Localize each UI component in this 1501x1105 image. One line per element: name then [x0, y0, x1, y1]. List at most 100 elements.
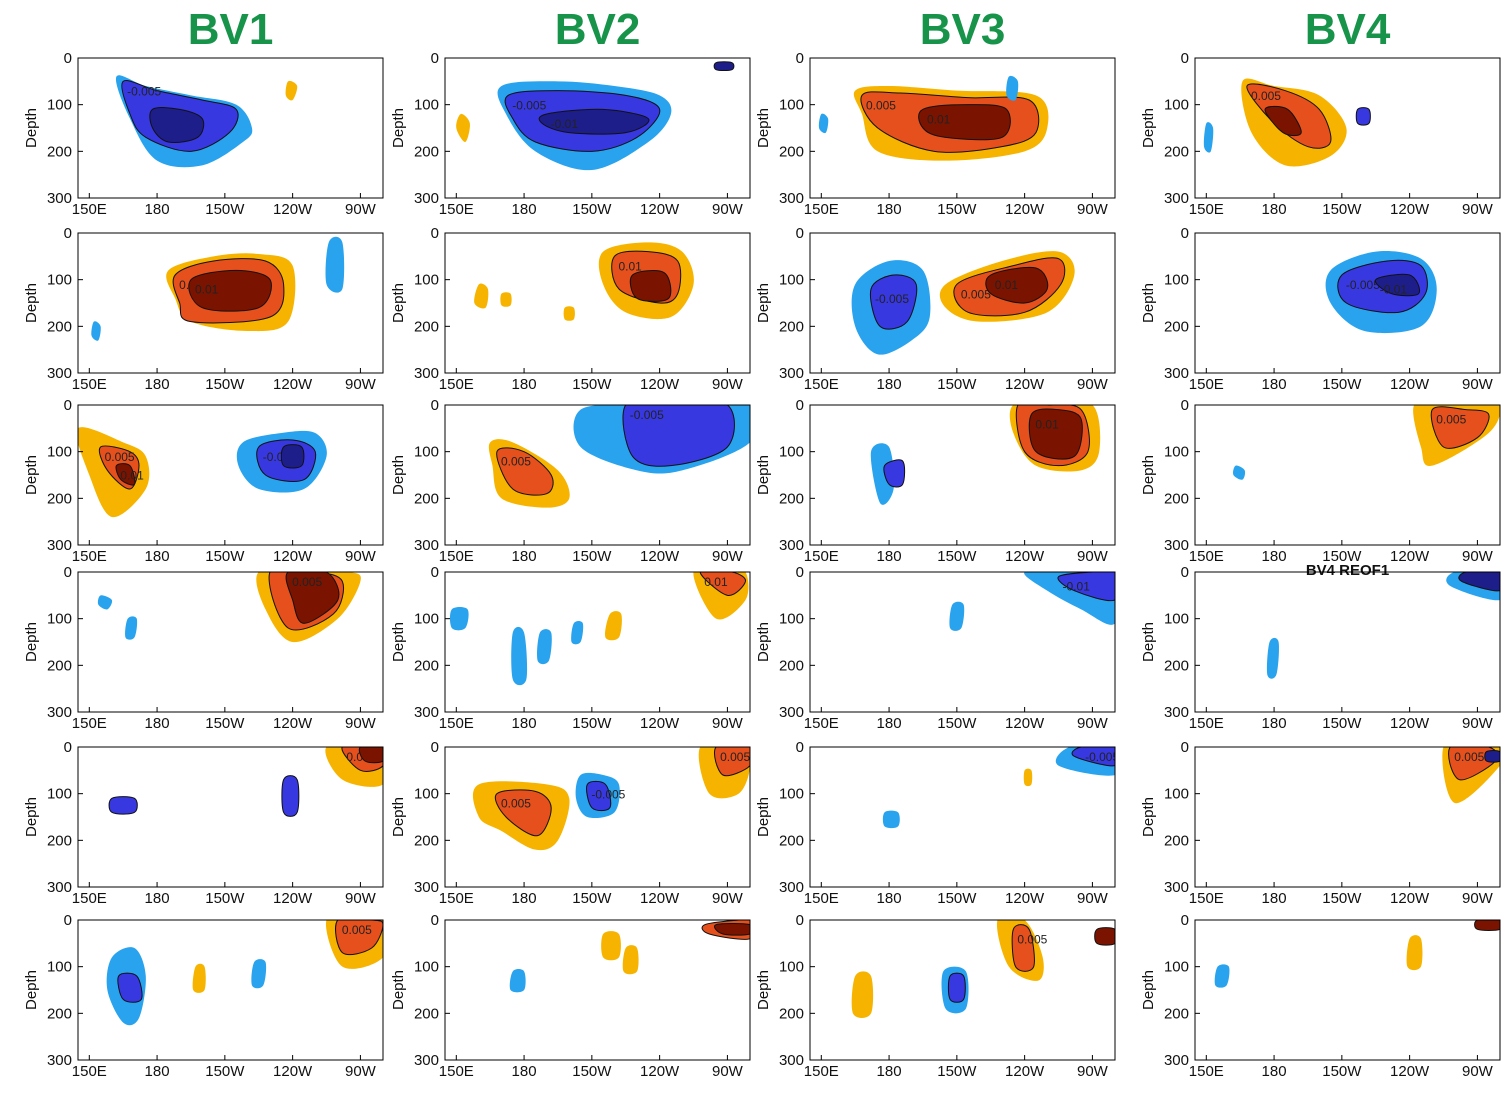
- y-tick-label: 0: [64, 564, 72, 581]
- y-tick-label: 200: [779, 657, 804, 674]
- y-tick-label: 300: [779, 365, 804, 382]
- x-tick-label: 120W: [273, 1063, 313, 1080]
- contour-region: [1264, 105, 1302, 137]
- panel: -0.01: [949, 572, 1115, 631]
- y-tick-label: 0: [64, 225, 72, 242]
- contour-region: [605, 611, 622, 641]
- x-tick-label: 180: [877, 715, 902, 732]
- x-tick-label: 150E: [72, 890, 107, 907]
- y-tick-label: 200: [779, 490, 804, 507]
- x-tick-label: 90W: [345, 376, 377, 393]
- contour-region: [1011, 924, 1035, 972]
- y-tick-label: 200: [1164, 832, 1189, 849]
- y-tick-label: 300: [414, 365, 439, 382]
- panel: -0.005-0.01: [1325, 251, 1437, 334]
- x-tick-label: 120W: [1390, 548, 1430, 565]
- contour-region: [949, 601, 965, 631]
- x-tick-label: 150W: [937, 1063, 977, 1080]
- y-tick-label: 100: [779, 786, 804, 803]
- y-tick-label: 100: [1164, 97, 1189, 114]
- contour-label: 0.01: [120, 469, 144, 483]
- y-tick-label: 0: [1181, 50, 1189, 67]
- x-tick-label: 180: [1262, 548, 1287, 565]
- contour-region: [882, 810, 900, 829]
- contour-region: [188, 269, 272, 312]
- y-tick-label: 300: [779, 879, 804, 896]
- y-tick-label: 300: [47, 1052, 72, 1069]
- x-tick-label: 150W: [572, 715, 612, 732]
- y-tick-label: 100: [47, 97, 72, 114]
- x-tick-label: 150W: [1322, 376, 1362, 393]
- y-tick-label: 200: [779, 832, 804, 849]
- plot-frame: [809, 919, 1116, 1061]
- x-tick-label: 150W: [205, 376, 245, 393]
- x-tick-label: 120W: [640, 890, 680, 907]
- column-title: BV4: [1305, 5, 1391, 54]
- y-tick-label: 300: [1164, 879, 1189, 896]
- contour-region: [1233, 465, 1246, 480]
- contour-region: [1355, 107, 1371, 126]
- panel: -0.005: [882, 747, 1115, 829]
- y-tick-label: 100: [414, 97, 439, 114]
- y-tick-label: 200: [414, 1005, 439, 1022]
- x-tick-label: 150E: [439, 201, 474, 218]
- contour-label: 0.005: [105, 450, 135, 464]
- plot-frame: [1194, 232, 1501, 374]
- x-tick-label: 90W: [712, 715, 744, 732]
- x-tick-label: 150E: [1189, 715, 1224, 732]
- y-tick-label: 0: [1181, 225, 1189, 242]
- y-tick-label: 200: [414, 657, 439, 674]
- x-tick-label: 180: [877, 201, 902, 218]
- panel: 0.005: [1203, 78, 1371, 167]
- contour-label: 0.005: [1251, 89, 1281, 103]
- y-tick-label: 200: [414, 832, 439, 849]
- x-tick-label: 120W: [1005, 201, 1045, 218]
- x-tick-label: 90W: [345, 715, 377, 732]
- x-tick-label: 120W: [273, 201, 313, 218]
- x-tick-label: 150E: [804, 201, 839, 218]
- y-tick-label: 200: [47, 1005, 72, 1022]
- x-tick-label: 150W: [937, 890, 977, 907]
- plot-frame: [77, 571, 384, 713]
- x-tick-label: 150E: [439, 715, 474, 732]
- x-tick-label: 150E: [72, 1063, 107, 1080]
- y-axis-label: Depth: [1140, 108, 1157, 148]
- contour-label: 0.005: [1436, 413, 1466, 427]
- y-tick-label: 100: [47, 611, 72, 628]
- plot-frame: [809, 746, 1116, 888]
- x-tick-label: 180: [145, 715, 170, 732]
- y-tick-label: 300: [779, 1052, 804, 1069]
- y-tick-label: 200: [779, 143, 804, 160]
- contour-region: [1023, 768, 1033, 787]
- panel: 0.005 -0.005 0.005: [472, 747, 750, 851]
- y-tick-label: 300: [1164, 190, 1189, 207]
- x-tick-label: 150E: [439, 890, 474, 907]
- contour-region: [108, 796, 138, 815]
- y-tick-label: 100: [47, 444, 72, 461]
- y-tick-label: 0: [431, 564, 439, 581]
- y-tick-label: 100: [414, 272, 439, 289]
- x-tick-label: 180: [1262, 1063, 1287, 1080]
- plot-frame: [444, 571, 751, 713]
- contour-region: [335, 920, 383, 956]
- contour-region: [358, 747, 383, 764]
- y-tick-label: 0: [431, 225, 439, 242]
- panel: -0.005 0.005 0.01: [851, 251, 1075, 355]
- x-tick-label: 150W: [1322, 201, 1362, 218]
- panel: [1214, 920, 1500, 988]
- y-tick-label: 300: [1164, 1052, 1189, 1069]
- x-tick-label: 180: [877, 376, 902, 393]
- y-tick-label: 300: [47, 365, 72, 382]
- x-tick-label: 90W: [1462, 890, 1494, 907]
- y-tick-label: 100: [47, 959, 72, 976]
- x-tick-label: 150W: [937, 376, 977, 393]
- plot-frame: [444, 57, 751, 199]
- x-tick-label: 120W: [273, 376, 313, 393]
- x-tick-label: 90W: [345, 201, 377, 218]
- y-tick-label: 200: [414, 143, 439, 160]
- contour-region: [563, 306, 575, 321]
- x-tick-label: 90W: [1077, 715, 1109, 732]
- x-tick-label: 90W: [1462, 715, 1494, 732]
- x-tick-label: 90W: [712, 201, 744, 218]
